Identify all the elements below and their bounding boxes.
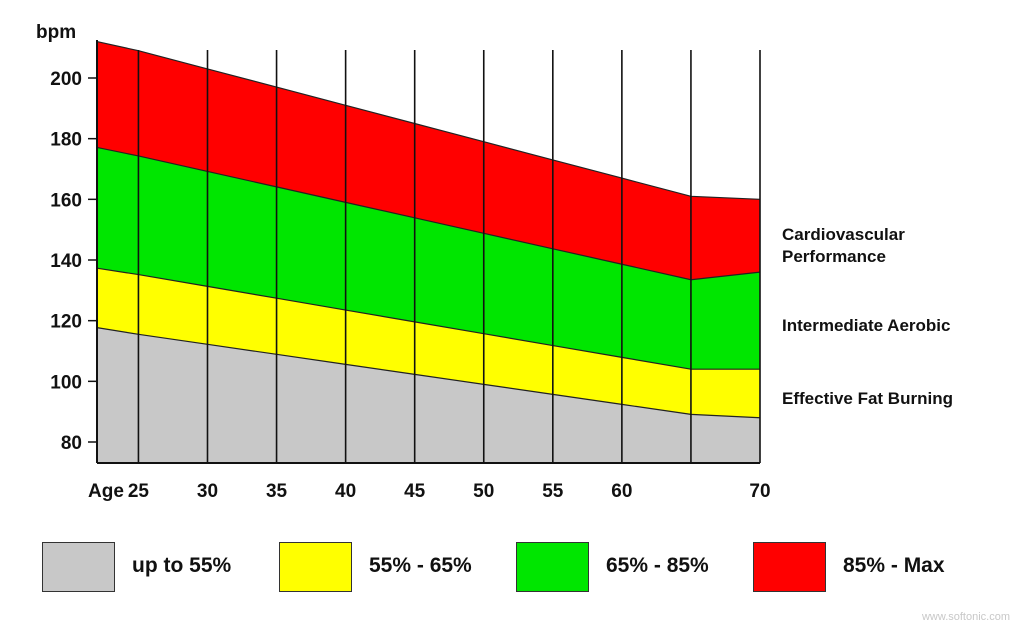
x-tick-label: 25 [128, 481, 150, 502]
x-tick-label: 30 [197, 481, 218, 502]
legend-label: 65% - 85% [606, 554, 709, 577]
legend-swatch-gray [42, 542, 115, 592]
x-tick-label: 50 [473, 481, 494, 502]
y-tick-label: 140 [50, 251, 82, 272]
y-tick-label: 80 [61, 433, 82, 454]
x-tick-label: 70 [749, 481, 770, 502]
legend-swatch-green [516, 542, 589, 592]
vertical-gridlines [137, 50, 761, 463]
y-tick-label: 120 [50, 312, 82, 333]
x-tick-label: 35 [266, 481, 288, 502]
zone-areas [96, 41, 761, 464]
zone-label-fat-burning: Effective Fat Burning [782, 389, 953, 408]
y-tick-label: 200 [50, 69, 82, 90]
y-tick-label: 100 [50, 372, 82, 393]
x-tick-labels: 25 30 35 40 45 50 55 60 70 [128, 481, 771, 502]
zone-label-cardio-2: Performance [782, 247, 886, 266]
y-tick-label: 160 [50, 190, 82, 211]
legend-swatch-yellow [279, 542, 352, 592]
x-tick-label: 60 [611, 481, 632, 502]
legend-label: up to 55% [132, 554, 232, 577]
y-tick-label: 180 [50, 130, 82, 151]
legend-swatch-red [753, 542, 826, 592]
axes [96, 40, 760, 464]
zone-label-intermediate: Intermediate Aerobic [782, 316, 950, 335]
zone-label-cardio-1: Cardiovascular [782, 225, 905, 244]
y-tick-labels: 80 100 120 140 160 180 200 [50, 69, 97, 454]
watermark: www.softonic.com [921, 611, 1010, 623]
legend-label: 55% - 65% [369, 554, 472, 577]
y-axis-label: bpm [36, 22, 76, 43]
x-tick-label: 40 [335, 481, 356, 502]
legend: up to 55% 55% - 65% 65% - 85% 85% - Max [42, 542, 982, 594]
x-tick-label: 55 [542, 481, 564, 502]
legend-label: 85% - Max [843, 554, 945, 577]
x-tick-label: 45 [404, 481, 426, 502]
area-up-to-55- [97, 327, 760, 463]
x-axis-label: Age [88, 481, 124, 502]
